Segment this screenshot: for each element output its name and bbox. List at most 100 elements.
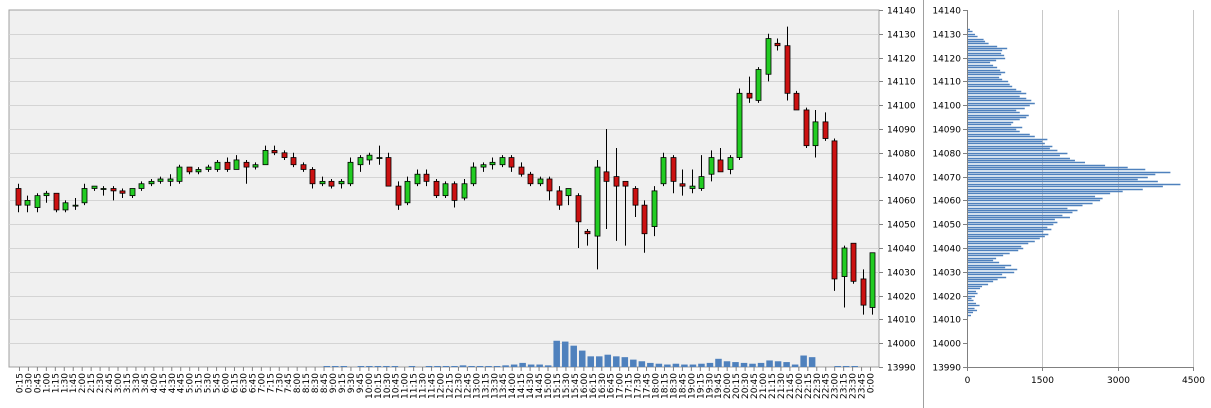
- volume-bar: [834, 366, 841, 367]
- candle-body: [651, 190, 658, 227]
- volume-bar: [723, 361, 731, 367]
- time-axis-label: 22:30: [813, 373, 823, 399]
- candle-body: [575, 195, 582, 223]
- volume-bar: [740, 362, 748, 367]
- down-candle: [527, 171, 534, 187]
- price-axis-label: 14110: [887, 78, 916, 88]
- down-candle: [632, 186, 639, 218]
- candle-body: [176, 166, 183, 182]
- time-axis-label: 18:45: [678, 373, 688, 399]
- time-axis-label: 9:30: [347, 373, 357, 393]
- price-axis-label: 14120: [887, 55, 916, 65]
- price-axis-label: 14060: [887, 197, 916, 207]
- down-candle: [281, 150, 288, 160]
- up-candle: [72, 198, 79, 210]
- candle-body: [869, 252, 876, 308]
- up-candle: [347, 157, 354, 187]
- volume-bar: [493, 366, 501, 367]
- time-axis-label: 6:00: [222, 373, 232, 393]
- volume-bar: [357, 366, 365, 367]
- time-axis-label: 9:45: [356, 373, 366, 393]
- volume-bar: [630, 359, 637, 367]
- volume-bar: [757, 362, 765, 367]
- volume-bar: [706, 362, 714, 367]
- price-axis-label: 14100: [887, 102, 916, 112]
- candle-body: [527, 173, 534, 185]
- up-candle: [651, 186, 658, 237]
- up-candle: [594, 159, 601, 270]
- down-candle: [584, 228, 591, 246]
- volume-bar: [476, 366, 484, 367]
- time-axis-label: 15:15: [553, 373, 563, 399]
- candle-body: [518, 166, 525, 175]
- volume-bar: [664, 364, 671, 367]
- profile-x-label: 3000: [1107, 376, 1130, 386]
- volume-bar: [340, 366, 348, 367]
- profile-y-label: 13990: [932, 364, 961, 374]
- price-axis-label: 14010: [887, 316, 916, 326]
- time-axis-label: 14:30: [526, 373, 536, 399]
- candle-body: [157, 178, 164, 182]
- up-candle: [205, 164, 212, 172]
- volume-bar: [391, 366, 399, 367]
- down-candle: [717, 148, 724, 173]
- up-candle: [660, 152, 667, 187]
- down-candle: [15, 183, 22, 213]
- down-candle: [603, 129, 610, 229]
- time-axis-label: 20:30: [741, 373, 751, 399]
- up-candle: [214, 159, 221, 172]
- time-axis-label: 11:45: [428, 373, 438, 399]
- up-candle: [765, 33, 772, 82]
- time-axis-label: 11:30: [419, 373, 429, 399]
- time-axis-label: 1:15: [51, 373, 61, 393]
- time-axis-label: 16:15: [589, 373, 599, 399]
- volume-bar: [442, 366, 450, 367]
- candle-body: [736, 92, 743, 158]
- time-axis-label: 9:15: [338, 373, 348, 393]
- candle-body: [423, 173, 430, 182]
- volume-bar: [647, 362, 654, 367]
- time-axis-label: 6:30: [239, 373, 249, 393]
- time-axis-label: 13:15: [481, 373, 491, 399]
- down-candle: [641, 200, 648, 253]
- time-axis-label: 19:00: [687, 373, 697, 399]
- time-axis-label: 13:30: [490, 373, 500, 399]
- volume-bar: [791, 364, 799, 367]
- down-candle: [110, 186, 117, 201]
- candle-body: [433, 180, 440, 197]
- candle-body: [537, 178, 544, 185]
- volume-bar: [689, 364, 697, 367]
- volume-bar: [578, 350, 586, 367]
- volume-bar: [502, 365, 509, 367]
- volume-bar: [698, 363, 705, 367]
- up-candle: [357, 155, 364, 172]
- volume-bar: [766, 360, 773, 367]
- time-axis-label: 2:15: [87, 373, 97, 393]
- candle-body: [281, 152, 288, 158]
- time-axis-label: 10:15: [374, 373, 384, 399]
- up-candle: [869, 252, 876, 315]
- candle-body: [784, 45, 791, 94]
- candle-body: [841, 247, 848, 277]
- time-axis-label: 22:15: [804, 373, 814, 399]
- down-candle: [784, 26, 791, 101]
- up-candle: [157, 176, 164, 184]
- candle-body: [129, 188, 136, 197]
- time-axis-label: 20:00: [723, 373, 733, 399]
- up-candle: [414, 169, 421, 187]
- up-candle: [499, 155, 506, 168]
- down-candle: [860, 269, 867, 315]
- time-axis-label: 18:15: [660, 373, 670, 399]
- price-axis-label: 14040: [887, 245, 916, 255]
- up-candle: [727, 155, 734, 175]
- down-candle: [622, 180, 629, 246]
- candle-body: [489, 161, 496, 166]
- time-axis-label: 14:45: [535, 373, 545, 399]
- time-axis-label: 12:30: [454, 373, 464, 399]
- candle-body: [822, 121, 829, 139]
- price-axis-label: 14130: [887, 31, 916, 41]
- up-candle: [480, 162, 487, 172]
- up-candle: [698, 155, 705, 191]
- candle-body: [442, 183, 449, 197]
- volume-bar: [383, 366, 390, 367]
